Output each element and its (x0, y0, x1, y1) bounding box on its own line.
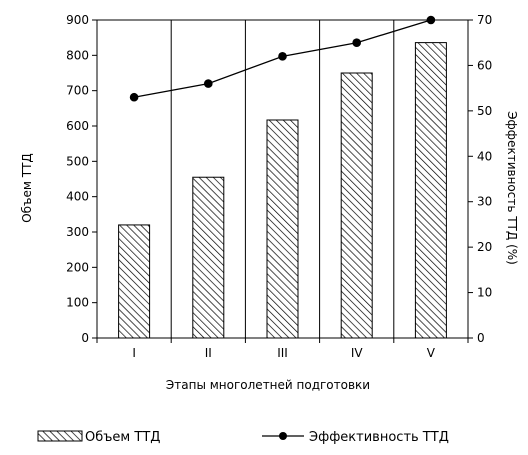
x-tick-label: III (277, 346, 288, 360)
legend-label-line: Эффективность ТТД (309, 430, 449, 445)
legend: Объем ТТД Эффективность ТТД (37, 430, 449, 445)
y2-tick-label: 10 (477, 286, 492, 300)
y2-tick-label: 50 (477, 104, 492, 118)
bar (414, 42, 447, 339)
legend-label-bars: Объем ТТД (85, 430, 160, 445)
y-tick-label: 200 (66, 260, 89, 274)
y-tick-label: 400 (66, 190, 89, 204)
y-tick-label: 0 (81, 331, 89, 345)
y2-tick-label: 20 (477, 240, 492, 254)
y-axis-label-right: Эффективность ТТД (%) (505, 111, 519, 265)
bar-series (118, 42, 447, 339)
line-series (129, 15, 436, 102)
x-axis-label: Этапы многолетней подготовки (166, 378, 370, 392)
y2-tick-label: 30 (477, 195, 492, 209)
bar (192, 176, 225, 339)
y2-tick-label: 70 (477, 13, 492, 27)
x-tick-label: II (205, 346, 212, 360)
bar (118, 224, 151, 339)
vertical-gridlines (170, 20, 395, 338)
y-ticks-left: 0 100 200 300 400 500 600 700 800 900 (66, 13, 97, 345)
bar (266, 119, 299, 339)
y2-tick-label: 40 (477, 149, 492, 163)
y-axis-label-left: Объем ТТД (20, 153, 34, 223)
bar (340, 72, 373, 339)
y-ticks-right: 0 10 20 30 40 50 60 70 (468, 13, 492, 345)
y2-tick-label: 0 (477, 331, 485, 345)
legend-swatch-bars (37, 430, 83, 442)
y-tick-label: 900 (66, 13, 89, 27)
x-tick-label: IV (351, 346, 364, 360)
line-point (204, 79, 213, 88)
x-ticks: I II III IV V (96, 338, 469, 360)
y-tick-label: 100 (66, 296, 89, 310)
line-point (278, 52, 287, 61)
x-tick-label: V (427, 346, 436, 360)
y-tick-label: 600 (66, 119, 89, 133)
y2-tick-label: 60 (477, 58, 492, 72)
y-tick-label: 800 (66, 48, 89, 62)
x-tick-label: I (132, 346, 136, 360)
line-point (129, 92, 139, 102)
y-tick-label: 300 (66, 225, 89, 239)
legend-marker (279, 432, 287, 440)
line-point (352, 38, 362, 48)
y-tick-label: 700 (66, 84, 89, 98)
y-tick-label: 500 (66, 154, 89, 168)
